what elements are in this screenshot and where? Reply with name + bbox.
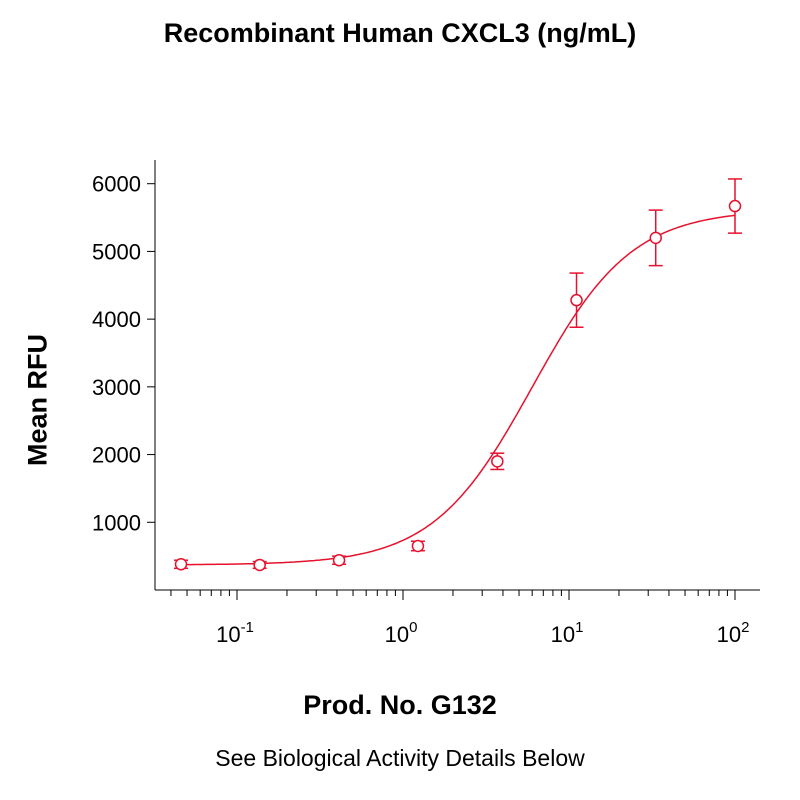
x-tick-label: 100 [385,619,418,647]
x-tick-label: 10-1 [216,619,254,647]
y-tick-label: 4000 [92,307,141,332]
fit-curve [181,214,736,566]
details-note: See Biological Activity Details Below [215,745,585,771]
y-tick-label: 6000 [92,172,141,197]
data-point [728,199,742,213]
y-tick-label: 1000 [92,510,141,535]
y-tick-label: 3000 [92,375,141,400]
fit-curve-group [181,214,736,566]
data-point [174,558,188,571]
data-point [253,558,266,572]
data-point [411,539,425,553]
chart-title: Recombinant Human CXCL3 (ng/mL) [163,18,637,48]
data-point [649,231,662,245]
data-points-group [174,178,742,572]
data-point [570,293,583,307]
data-point [491,455,504,468]
chart-axes: 1000 2000 3000 4000 5000 6000 10-1 100 101 102 [92,160,760,647]
data-point [332,553,346,567]
product-number: Prod. No. G132 [303,690,497,720]
x-tick-label: 101 [551,619,584,647]
y-tick-label: 5000 [92,239,141,264]
y-tick-label: 2000 [92,443,141,468]
x-tick-label: 102 [717,619,750,647]
